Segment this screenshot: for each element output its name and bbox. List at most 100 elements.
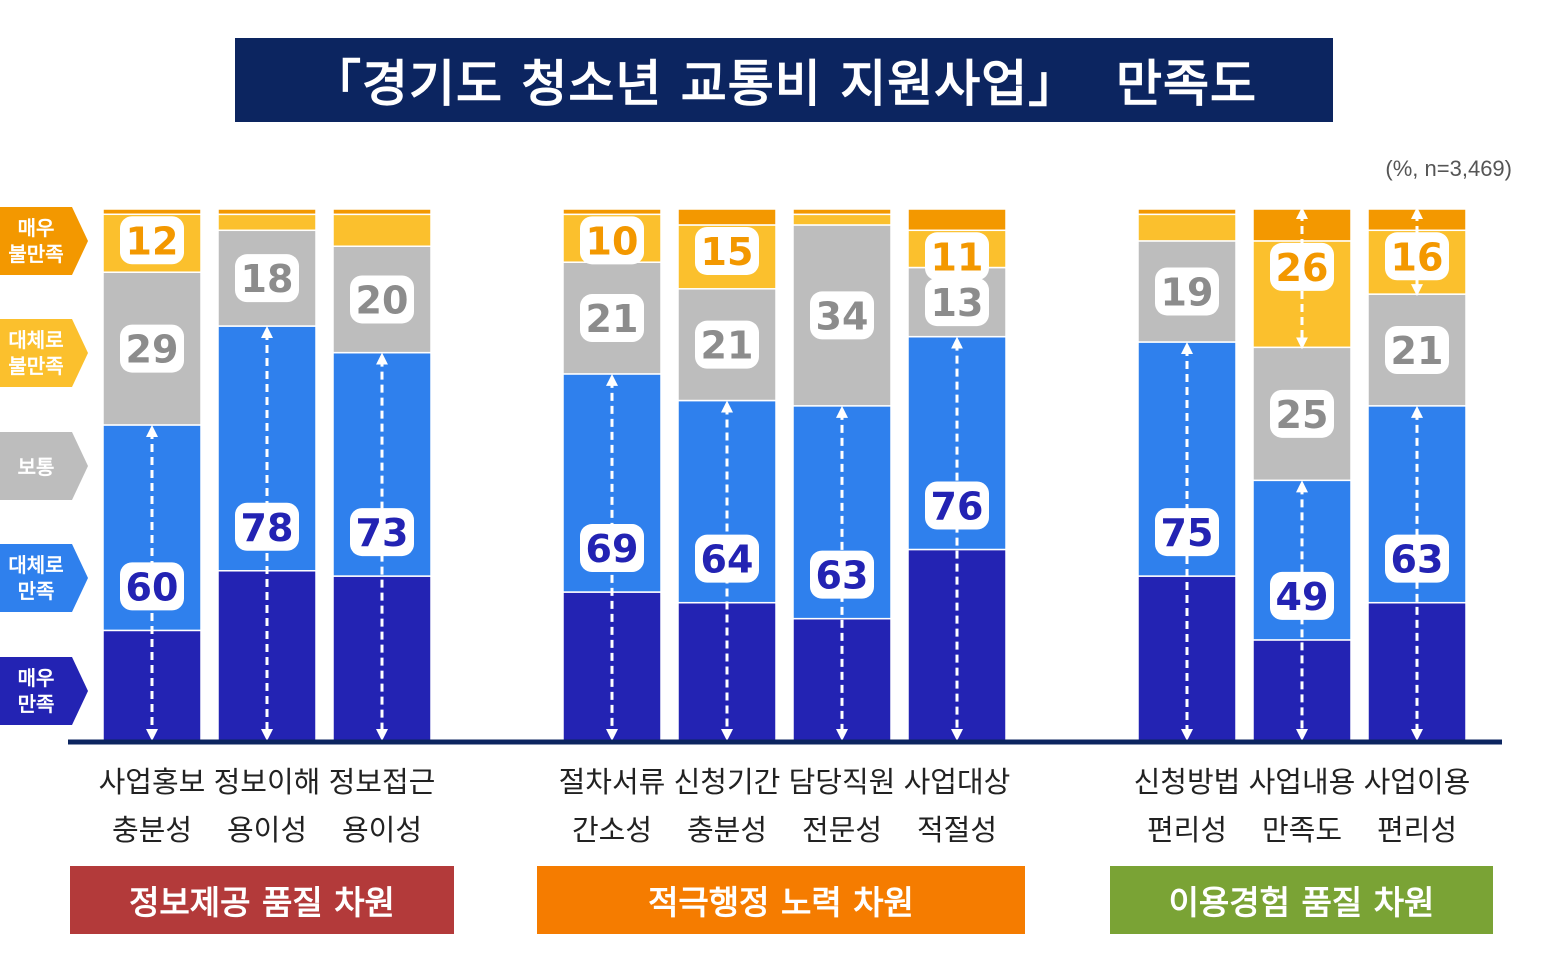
bar-segment-very-dissatisfied [1137,208,1237,216]
satisfied-total-label: 63 [816,554,869,598]
dimension-group-label: 적극행정 노력 차원 [537,866,1025,934]
dissatisfied-total-label: 15 [701,230,754,274]
satisfied-total-label-bg [350,508,414,557]
dissatisfied-total-label: 26 [1276,246,1329,290]
legend-label: 불만족 [8,354,63,378]
bar-segment-dissatisfied [792,213,892,226]
dissatisfied-total-label-bg [1270,242,1334,291]
dissatisfied-total-label: 10 [586,219,639,263]
category-label-line2: 충분성 [687,813,767,847]
dimension-group-label: 이용경험 품질 차원 [1110,866,1493,934]
legend-label: 불만족 [8,242,63,266]
chart-title: 「경기도 청소년 교통비 지원사업」 만족도 [310,55,1258,113]
satisfied-total-label: 73 [356,511,409,555]
neutral-label: 21 [586,297,639,341]
neutral-label: 21 [1391,329,1444,373]
legend-label: 보통 [18,455,55,479]
category-label-line1: 신청기간 [674,765,781,799]
neutral-label: 25 [1276,393,1329,437]
dissatisfied-total-label-bg [1385,232,1449,281]
satisfied-total-label-bg [1270,571,1334,620]
neutral-label-bg [1155,267,1219,316]
category-label-line1: 사업대상 [904,765,1011,799]
legend-item: 보통 [0,432,88,500]
bar-segment-very-dissatisfied [562,208,662,216]
category-label-line2: 편리성 [1377,813,1457,847]
satisfied-total-label: 78 [241,506,294,550]
satisfied-total-label: 69 [586,527,639,571]
satisfied-total-label: 76 [931,484,984,528]
neutral-label: 21 [701,324,754,368]
legend-label: 매우 [18,666,55,690]
neutral-label: 19 [1161,270,1214,314]
neutral-label-bg [695,320,759,369]
satisfied-total-label-bg [925,481,989,530]
satisfied-total-label-bg [120,562,184,611]
bar-segment-very-dissatisfied [332,208,432,216]
category-label-line1: 사업홍보 [99,765,206,799]
category-label-line2: 간소성 [572,813,652,847]
bar-segment-very-dissatisfied [907,208,1007,232]
neutral-label-bg [350,275,414,324]
satisfied-total-label: 60 [126,565,179,609]
category-label-line2: 적절성 [917,813,997,847]
bar-segment-dissatisfied [1137,213,1237,242]
title-banner: 「경기도 청소년 교통비 지원사업」 만족도 [235,38,1333,122]
neutral-label: 29 [126,328,179,372]
dissatisfied-total-label-bg [695,226,759,275]
category-label-line1: 신청방법 [1134,765,1241,799]
category-label-line1: 정보접근 [329,765,436,799]
category-label-line1: 사업이용 [1364,765,1471,799]
legend-label: 매우 [18,216,55,240]
dissatisfied-total-label-bg [925,232,989,281]
neutral-label: 34 [816,294,869,338]
satisfied-total-label-bg [695,534,759,583]
dimension-group-label: 정보제공 품질 차원 [70,866,454,934]
bar-segment-dissatisfied [217,213,317,232]
category-label-line2: 충분성 [112,813,192,847]
legend-label: 만족 [18,579,55,603]
bar-segment-very-dissatisfied [102,208,202,216]
legend-label: 만족 [18,692,55,716]
dissatisfied-total-label: 16 [1391,235,1444,279]
dissatisfied-total-label: 11 [931,235,984,279]
neutral-label-bg [580,294,644,343]
legend-label: 대체로 [8,328,63,352]
neutral-label: 13 [931,281,984,325]
category-label-line1: 담당직원 [789,765,896,799]
satisfied-total-label: 64 [701,538,754,582]
satisfied-total-label-bg [235,502,299,551]
dissatisfied-total-label: 12 [126,219,179,263]
bar-segment-dissatisfied [332,213,432,247]
bar-segment-very-dissatisfied [677,208,777,226]
satisfied-total-label: 75 [1161,511,1214,555]
category-label-line2: 편리성 [1147,813,1227,847]
category-label-line2: 만족도 [1262,813,1342,847]
legend-label: 대체로 [8,553,63,577]
bar-segment-very-dissatisfied [792,208,892,216]
neutral-label-bg [235,254,299,303]
satisfied-total-label-bg [1385,534,1449,583]
satisfied-total-label-bg [1155,508,1219,557]
dissatisfied-total-label-bg [120,216,184,265]
neutral-label: 18 [241,257,294,301]
neutral-label-bg [925,278,989,327]
satisfied-total-label-bg [580,524,644,573]
neutral-label-bg [120,324,184,373]
category-label-line1: 정보이해 [214,765,321,799]
category-label-line2: 용이성 [342,813,422,847]
category-label-line2: 전문성 [802,813,882,847]
neutral-label-bg [1385,325,1449,374]
unit-note: (%, n=3,469) [1385,156,1512,181]
satisfied-total-label: 63 [1391,538,1444,582]
neutral-label-bg [810,291,874,340]
category-label-line1: 사업내용 [1249,765,1356,799]
category-label-line2: 용이성 [227,813,307,847]
dissatisfied-total-label-bg [580,216,644,265]
bar-segment-very-dissatisfied [217,208,317,216]
